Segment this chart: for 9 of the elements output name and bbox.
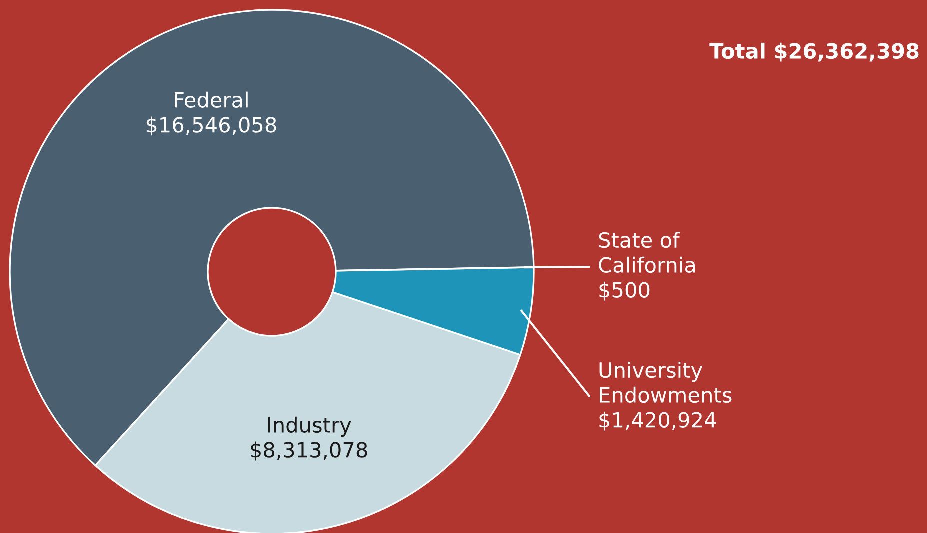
slice-label: University Endowments [600, 362, 732, 404]
data-label: $500 [600, 282, 650, 301]
data-label: $1,420,924 [600, 412, 716, 431]
data-label: $16,546,058 [146, 116, 276, 136]
text: Total $26,362,398 [710, 42, 919, 62]
slice-label: State of California [599, 232, 696, 274]
slice-label: Federal [175, 92, 248, 108]
data-label: $8,313,078 [251, 442, 368, 461]
slice-label: Industry [268, 416, 352, 438]
